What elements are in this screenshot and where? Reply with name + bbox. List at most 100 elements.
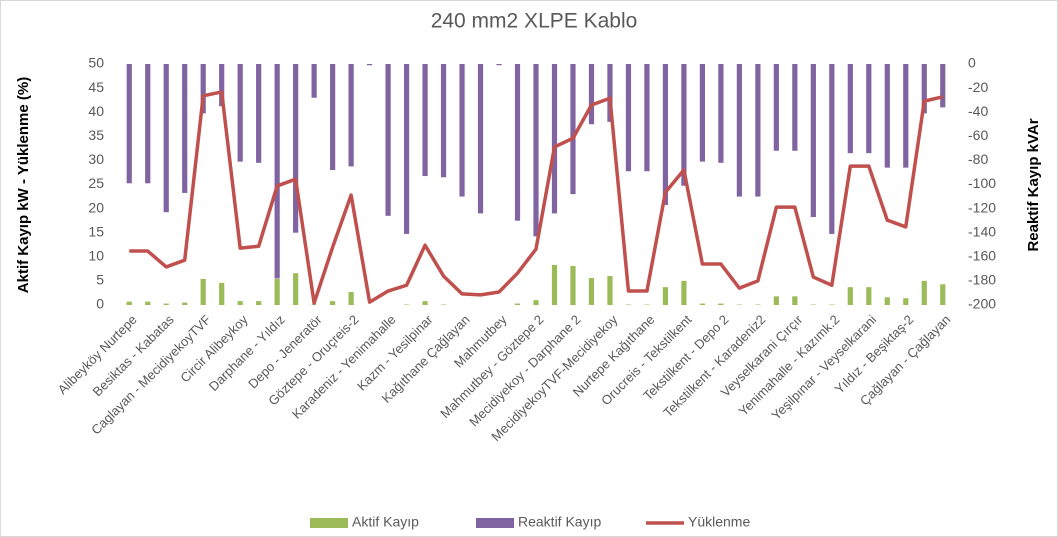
bar [237, 64, 243, 162]
y-tick-label: 15 [88, 223, 104, 239]
bar [903, 298, 909, 305]
bar [514, 64, 521, 221]
legend-label: Yüklenme [688, 514, 750, 530]
bar [662, 287, 669, 305]
bar [755, 64, 761, 197]
bar [829, 64, 835, 234]
chart-title: 240 mm2 XLPE Kablo [431, 10, 638, 33]
bar [940, 284, 946, 305]
bar [348, 64, 354, 167]
bar [403, 64, 410, 234]
bar [533, 64, 539, 237]
bar [145, 64, 151, 184]
bar [237, 301, 243, 305]
bar [219, 64, 225, 107]
bar [145, 301, 151, 305]
bar [219, 282, 225, 305]
bar [847, 287, 853, 305]
bar [385, 64, 391, 216]
bar [792, 296, 798, 305]
line [129, 90, 944, 305]
bar [200, 278, 206, 305]
y2-tick-label: -60 [968, 127, 988, 143]
bar [625, 64, 632, 172]
legend-swatch [310, 518, 348, 528]
y2-tick-label: -80 [968, 151, 988, 167]
bar [810, 64, 816, 218]
y2-tick-label: -20 [968, 79, 988, 95]
y-tick-label: 45 [88, 79, 104, 95]
bar [570, 265, 576, 305]
bar [330, 301, 336, 305]
y2-tick-label: -160 [968, 248, 996, 264]
bar [477, 64, 484, 214]
y-tick-label: 40 [88, 103, 104, 119]
bar [903, 64, 909, 168]
legend-label: Reaktif Kayıp [518, 514, 601, 530]
bar [884, 64, 890, 168]
bar [681, 64, 687, 186]
bar [182, 64, 188, 193]
bar [773, 64, 779, 151]
bar [940, 64, 946, 108]
bar [773, 296, 779, 305]
y2-tick-label: -140 [968, 223, 996, 239]
y-tick-label: 35 [88, 127, 104, 143]
bar [330, 64, 336, 171]
bar [921, 280, 927, 305]
bar [699, 64, 705, 162]
y2-tick-label: 0 [968, 55, 976, 71]
y2-tick-label: -200 [968, 296, 996, 312]
bar [459, 64, 465, 197]
bar [570, 64, 576, 195]
bar [718, 64, 724, 163]
y-axis-title: Aktif Kayıp kW - Yüklenme (%) [15, 77, 32, 293]
y2-tick-label: -40 [968, 103, 988, 119]
bar [921, 64, 927, 114]
bar [551, 64, 558, 214]
y-tick-label: 0 [96, 296, 104, 312]
bar [551, 264, 558, 305]
bar [126, 301, 132, 305]
y-tick-label: 50 [88, 55, 104, 71]
bar [607, 276, 613, 305]
y-tick-label: 5 [96, 272, 104, 288]
bar [792, 64, 798, 151]
bar [588, 278, 595, 305]
bar [514, 303, 521, 305]
bar [496, 64, 502, 66]
y-tick-label: 10 [88, 248, 104, 264]
bar [736, 64, 742, 197]
bar [293, 273, 299, 305]
y-tick-label: 30 [88, 151, 104, 167]
bar [847, 64, 853, 154]
bar [718, 303, 724, 305]
y2-tick-label: -180 [968, 272, 996, 288]
bar [311, 64, 317, 98]
y2-axis-title: Reaktif Kayıp kVAr [1025, 118, 1042, 251]
bar [866, 64, 872, 154]
bar [274, 278, 280, 305]
bar [681, 280, 687, 305]
bar [422, 301, 428, 305]
bar [644, 64, 650, 172]
y-tick-label: 25 [88, 175, 104, 191]
bar [293, 64, 299, 233]
bar [367, 64, 373, 66]
y2-tick-label: -100 [968, 175, 996, 191]
bar [884, 297, 890, 305]
y-tick-label: 20 [88, 199, 104, 215]
bar [182, 302, 188, 305]
bar [607, 64, 613, 122]
bar [256, 301, 262, 305]
bar [699, 303, 705, 305]
bar [256, 64, 262, 163]
bar [440, 64, 447, 178]
y2-tick-label: -120 [968, 199, 996, 215]
bar [588, 64, 595, 125]
bar [274, 64, 280, 279]
bar [163, 303, 169, 305]
bar [163, 64, 169, 213]
